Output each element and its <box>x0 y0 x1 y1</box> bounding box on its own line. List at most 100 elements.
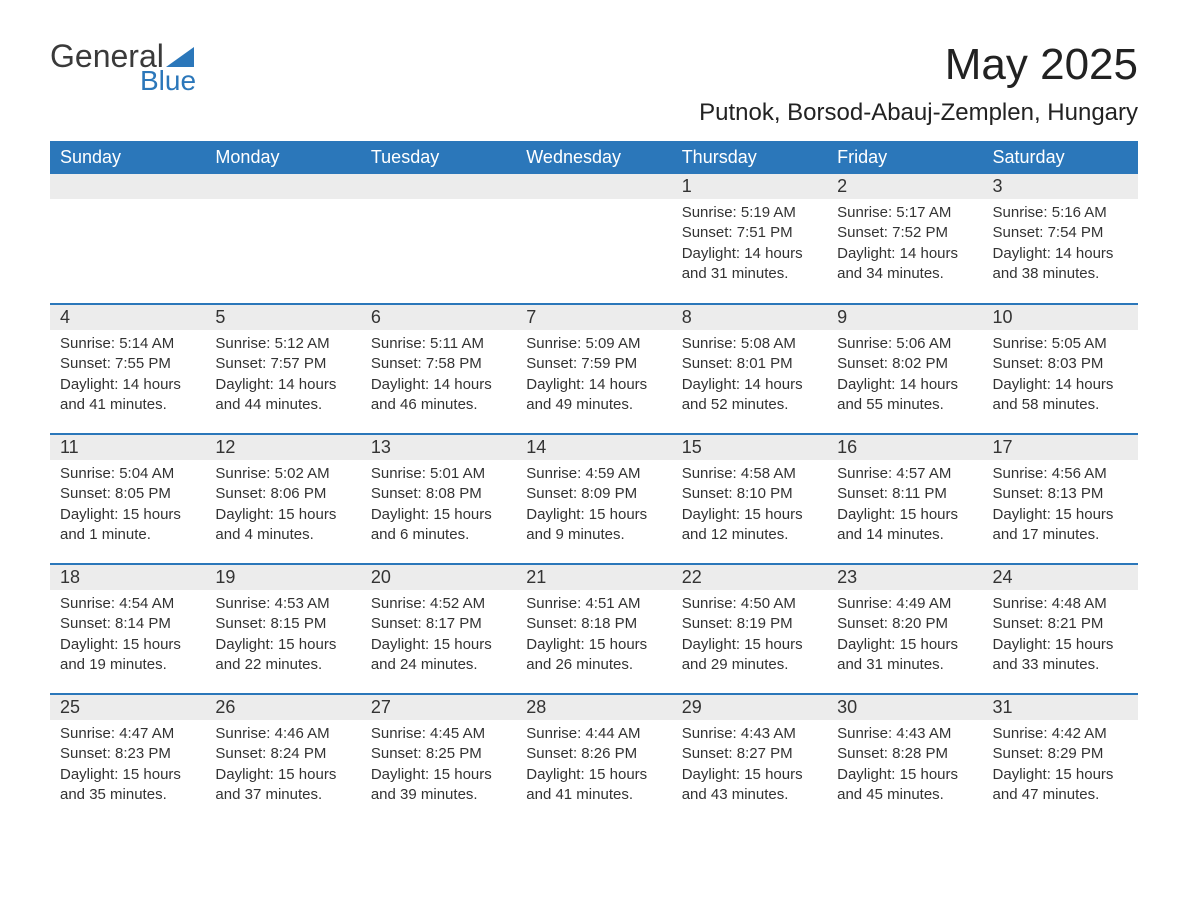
calendar-day-cell: 13Sunrise: 5:01 AMSunset: 8:08 PMDayligh… <box>361 434 516 564</box>
day-number: 26 <box>205 695 360 720</box>
day-info: Sunrise: 5:05 AMSunset: 8:03 PMDaylight:… <box>983 330 1138 433</box>
page-title: May 2025 <box>945 40 1138 90</box>
day-info: Sunrise: 5:08 AMSunset: 8:01 PMDaylight:… <box>672 330 827 433</box>
sunset-line: Sunset: 8:28 PM <box>837 744 972 764</box>
brand-logo: General Blue <box>50 40 196 93</box>
sunset-line: Sunset: 8:13 PM <box>993 484 1128 504</box>
sunrise-line: Sunrise: 4:58 AM <box>682 464 817 484</box>
location-subtitle: Putnok, Borsod-Abauj-Zemplen, Hungary <box>50 99 1138 127</box>
sunrise-line: Sunrise: 5:12 AM <box>215 334 350 354</box>
day-number: 20 <box>361 565 516 590</box>
day-number: 31 <box>983 695 1138 720</box>
daylight-line: Daylight: 15 hours and 17 minutes. <box>993 505 1128 546</box>
day-number: 2 <box>827 174 982 199</box>
day-number: 8 <box>672 305 827 330</box>
daylight-line: Daylight: 14 hours and 46 minutes. <box>371 375 506 416</box>
sunrise-line: Sunrise: 4:53 AM <box>215 594 350 614</box>
sunset-line: Sunset: 8:11 PM <box>837 484 972 504</box>
day-number: 5 <box>205 305 360 330</box>
calendar-header-cell: Wednesday <box>516 141 671 174</box>
day-info: Sunrise: 4:45 AMSunset: 8:25 PMDaylight:… <box>361 720 516 823</box>
daylight-line: Daylight: 15 hours and 39 minutes. <box>371 765 506 806</box>
sunset-line: Sunset: 7:55 PM <box>60 354 195 374</box>
sunset-line: Sunset: 8:19 PM <box>682 614 817 634</box>
day-info: Sunrise: 5:11 AMSunset: 7:58 PMDaylight:… <box>361 330 516 433</box>
calendar-day-cell: 10Sunrise: 5:05 AMSunset: 8:03 PMDayligh… <box>983 304 1138 434</box>
calendar-week-row: 25Sunrise: 4:47 AMSunset: 8:23 PMDayligh… <box>50 694 1138 824</box>
calendar-day-cell: 3Sunrise: 5:16 AMSunset: 7:54 PMDaylight… <box>983 174 1138 304</box>
day-info: Sunrise: 5:09 AMSunset: 7:59 PMDaylight:… <box>516 330 671 433</box>
daylight-line: Daylight: 15 hours and 37 minutes. <box>215 765 350 806</box>
sunrise-line: Sunrise: 4:57 AM <box>837 464 972 484</box>
sunset-line: Sunset: 7:54 PM <box>993 223 1128 243</box>
calendar-day-cell: 29Sunrise: 4:43 AMSunset: 8:27 PMDayligh… <box>672 694 827 824</box>
calendar-day-cell: 26Sunrise: 4:46 AMSunset: 8:24 PMDayligh… <box>205 694 360 824</box>
sunset-line: Sunset: 8:03 PM <box>993 354 1128 374</box>
day-number: 29 <box>672 695 827 720</box>
daylight-line: Daylight: 14 hours and 55 minutes. <box>837 375 972 416</box>
sunrise-line: Sunrise: 5:16 AM <box>993 203 1128 223</box>
empty-day-strip <box>205 174 360 199</box>
sunrise-line: Sunrise: 5:08 AM <box>682 334 817 354</box>
sunrise-line: Sunrise: 4:45 AM <box>371 724 506 744</box>
day-info: Sunrise: 4:56 AMSunset: 8:13 PMDaylight:… <box>983 460 1138 563</box>
daylight-line: Daylight: 14 hours and 52 minutes. <box>682 375 817 416</box>
sunrise-line: Sunrise: 5:01 AM <box>371 464 506 484</box>
day-info: Sunrise: 4:52 AMSunset: 8:17 PMDaylight:… <box>361 590 516 693</box>
calendar-week-row: 18Sunrise: 4:54 AMSunset: 8:14 PMDayligh… <box>50 564 1138 694</box>
calendar-header-cell: Saturday <box>983 141 1138 174</box>
calendar-day-cell: 17Sunrise: 4:56 AMSunset: 8:13 PMDayligh… <box>983 434 1138 564</box>
day-info: Sunrise: 4:49 AMSunset: 8:20 PMDaylight:… <box>827 590 982 693</box>
calendar-day-cell: 19Sunrise: 4:53 AMSunset: 8:15 PMDayligh… <box>205 564 360 694</box>
day-number: 1 <box>672 174 827 199</box>
daylight-line: Daylight: 15 hours and 41 minutes. <box>526 765 661 806</box>
daylight-line: Daylight: 15 hours and 31 minutes. <box>837 635 972 676</box>
calendar-day-cell: 20Sunrise: 4:52 AMSunset: 8:17 PMDayligh… <box>361 564 516 694</box>
calendar-header-cell: Monday <box>205 141 360 174</box>
brand-part2: Blue <box>140 68 196 93</box>
sunrise-line: Sunrise: 4:46 AM <box>215 724 350 744</box>
day-number: 10 <box>983 305 1138 330</box>
day-number: 16 <box>827 435 982 460</box>
day-number: 4 <box>50 305 205 330</box>
calendar-day-cell: 18Sunrise: 4:54 AMSunset: 8:14 PMDayligh… <box>50 564 205 694</box>
day-info: Sunrise: 4:58 AMSunset: 8:10 PMDaylight:… <box>672 460 827 563</box>
daylight-line: Daylight: 15 hours and 24 minutes. <box>371 635 506 676</box>
daylight-line: Daylight: 15 hours and 26 minutes. <box>526 635 661 676</box>
day-info: Sunrise: 4:50 AMSunset: 8:19 PMDaylight:… <box>672 590 827 693</box>
sunrise-line: Sunrise: 4:44 AM <box>526 724 661 744</box>
day-info: Sunrise: 5:17 AMSunset: 7:52 PMDaylight:… <box>827 199 982 302</box>
day-info: Sunrise: 4:43 AMSunset: 8:28 PMDaylight:… <box>827 720 982 823</box>
sunrise-line: Sunrise: 4:56 AM <box>993 464 1128 484</box>
day-number: 21 <box>516 565 671 590</box>
sunrise-line: Sunrise: 5:19 AM <box>682 203 817 223</box>
sunset-line: Sunset: 8:17 PM <box>371 614 506 634</box>
day-number: 27 <box>361 695 516 720</box>
daylight-line: Daylight: 15 hours and 47 minutes. <box>993 765 1128 806</box>
sunrise-line: Sunrise: 4:48 AM <box>993 594 1128 614</box>
calendar-day-cell: 4Sunrise: 5:14 AMSunset: 7:55 PMDaylight… <box>50 304 205 434</box>
daylight-line: Daylight: 15 hours and 33 minutes. <box>993 635 1128 676</box>
day-number: 14 <box>516 435 671 460</box>
sunset-line: Sunset: 8:09 PM <box>526 484 661 504</box>
calendar-day-cell: 24Sunrise: 4:48 AMSunset: 8:21 PMDayligh… <box>983 564 1138 694</box>
calendar-day-cell: 16Sunrise: 4:57 AMSunset: 8:11 PMDayligh… <box>827 434 982 564</box>
sunrise-line: Sunrise: 5:11 AM <box>371 334 506 354</box>
calendar-day-cell: 30Sunrise: 4:43 AMSunset: 8:28 PMDayligh… <box>827 694 982 824</box>
calendar-day-cell: 11Sunrise: 5:04 AMSunset: 8:05 PMDayligh… <box>50 434 205 564</box>
daylight-line: Daylight: 15 hours and 4 minutes. <box>215 505 350 546</box>
day-info: Sunrise: 4:44 AMSunset: 8:26 PMDaylight:… <box>516 720 671 823</box>
sunset-line: Sunset: 8:27 PM <box>682 744 817 764</box>
day-number: 6 <box>361 305 516 330</box>
daylight-line: Daylight: 15 hours and 22 minutes. <box>215 635 350 676</box>
day-info: Sunrise: 4:47 AMSunset: 8:23 PMDaylight:… <box>50 720 205 823</box>
day-number: 12 <box>205 435 360 460</box>
calendar-day-cell: 7Sunrise: 5:09 AMSunset: 7:59 PMDaylight… <box>516 304 671 434</box>
calendar-week-row: 11Sunrise: 5:04 AMSunset: 8:05 PMDayligh… <box>50 434 1138 564</box>
calendar-day-cell: 21Sunrise: 4:51 AMSunset: 8:18 PMDayligh… <box>516 564 671 694</box>
sunset-line: Sunset: 8:25 PM <box>371 744 506 764</box>
calendar-day-cell: 28Sunrise: 4:44 AMSunset: 8:26 PMDayligh… <box>516 694 671 824</box>
day-number: 28 <box>516 695 671 720</box>
day-info: Sunrise: 4:51 AMSunset: 8:18 PMDaylight:… <box>516 590 671 693</box>
daylight-line: Daylight: 15 hours and 6 minutes. <box>371 505 506 546</box>
